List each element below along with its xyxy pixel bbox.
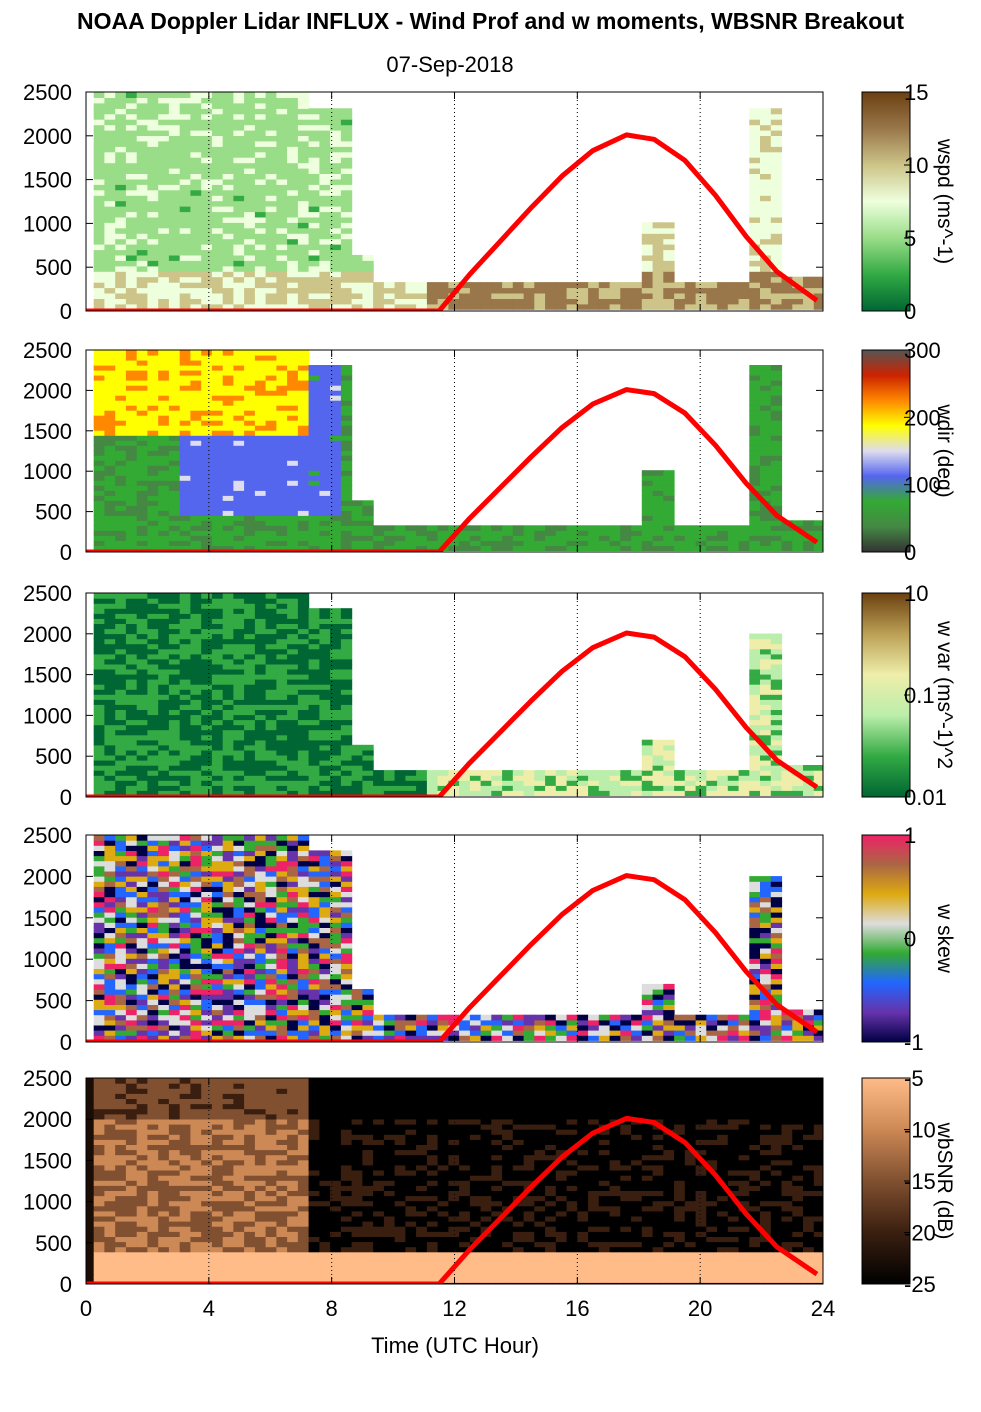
y-tick-label: 1000 <box>23 211 72 236</box>
y-tick-label: 500 <box>35 744 72 769</box>
x-axis-label: Time (UTC Hour) <box>371 1333 539 1358</box>
y-tick-label: 1500 <box>23 168 72 193</box>
colorbar-tick-label: 100 <box>904 473 941 498</box>
y-tick-label: 2500 <box>23 80 72 105</box>
sun-elevation-curve <box>86 387 819 552</box>
heatmap-cells-0 <box>93 92 823 310</box>
colorbar-label: wspd (ms^-1) <box>933 138 956 264</box>
y-tick-label: 1000 <box>23 703 72 728</box>
y-tick-label: 2500 <box>23 1066 72 1091</box>
colorbar-tick-label: -1 <box>904 1030 924 1055</box>
sun-elevation-curve <box>86 630 819 797</box>
y-tick-label: 0 <box>60 1272 72 1297</box>
sun-elevation-curve <box>86 132 819 311</box>
colorbar-tick-label: 5 <box>904 226 916 251</box>
colorbar-tick-label: 10 <box>904 153 928 178</box>
y-tick-label: 2000 <box>23 864 72 889</box>
colorbar <box>861 1077 911 1285</box>
y-tick-label: 500 <box>35 500 72 525</box>
x-tick-label: 20 <box>688 1296 712 1321</box>
x-tick-label: 12 <box>442 1296 466 1321</box>
panel-wdir: 0 500 1000 1500 2000 2500 0 100 200 300 wdir (deg) <box>23 338 956 565</box>
colorbar-label: wbSNR (dB) <box>933 1122 956 1240</box>
y-tick-label: 1000 <box>23 1190 72 1215</box>
y-tick-label: 2000 <box>23 1107 72 1132</box>
sun-elevation-curve <box>86 1115 819 1284</box>
figure-date: 07-Sep-2018 <box>386 52 514 77</box>
heatmap-cells-1 <box>93 350 823 551</box>
colorbar-tick-label: -10 <box>904 1118 936 1143</box>
colorbar-tick-label: 0 <box>904 299 916 324</box>
y-tick-label: 2000 <box>23 124 72 149</box>
y-tick-label: 2500 <box>23 338 72 363</box>
y-tick-label: 1500 <box>23 663 72 688</box>
y-tick-label: 500 <box>35 255 72 280</box>
y-tick-label: 500 <box>35 989 72 1014</box>
y-tick-label: 0 <box>60 1030 72 1055</box>
x-tick-label: 24 <box>811 1296 835 1321</box>
figure-title: NOAA Doppler Lidar INFLUX - Wind Prof an… <box>77 8 904 34</box>
y-tick-label: 1000 <box>23 459 72 484</box>
colorbar-tick-label: -15 <box>904 1169 936 1194</box>
y-tick-label: 1500 <box>23 906 72 931</box>
y-tick-label: 2500 <box>23 581 72 606</box>
panel-w-skew: 0 500 1000 1500 2000 2500 -1 0 1 w skew <box>23 823 956 1055</box>
colorbar-tick-label: -25 <box>904 1272 936 1297</box>
panel-wbSNR: 0 500 1000 1500 2000 2500 0 4 8 12 16 20 24 -25 -20 -15… <box>23 1066 956 1321</box>
colorbar <box>861 834 911 1043</box>
panel-w-var: 0 500 1000 1500 2000 2500 0.01 0.1 10w var (ms^-… <box>23 581 956 810</box>
colorbar <box>861 349 911 553</box>
colorbar <box>861 91 911 312</box>
y-tick-label: 500 <box>35 1231 72 1256</box>
y-tick-label: 1500 <box>23 419 72 444</box>
colorbar-tick-label: 0 <box>904 540 916 565</box>
colorbar-label: wdir (deg) <box>933 403 956 497</box>
y-tick-label: 2500 <box>23 823 72 848</box>
colorbar-tick-label: 10 <box>904 581 928 606</box>
colorbar-tick-label: 1 <box>904 823 916 848</box>
y-tick-label: 2000 <box>23 622 72 647</box>
heatmap-cells-2 <box>93 593 823 796</box>
x-tick-label: 0 <box>80 1296 92 1321</box>
x-tick-label: 8 <box>326 1296 338 1321</box>
heatmap-cells-4 <box>86 1078 823 1284</box>
colorbar-label: w var (ms^-1)^2 <box>933 620 956 769</box>
colorbar-label: w skew <box>933 903 956 974</box>
colorbar-tick-label: -5 <box>904 1066 924 1091</box>
x-tick-label: 16 <box>565 1296 589 1321</box>
colorbar-tick-label: 15 <box>904 80 928 105</box>
colorbar-tick-label: 300 <box>904 338 941 363</box>
sun-elevation-curve <box>86 873 819 1042</box>
colorbar-tick-label: 0 <box>904 927 916 952</box>
colorbar-tick-label: -20 <box>904 1221 936 1246</box>
y-tick-label: 0 <box>60 299 72 324</box>
panel-wspd: 0 500 1000 1500 2000 2500 0 5 10 15 wspd (ms^-1) <box>23 80 956 324</box>
colorbar <box>861 592 911 798</box>
colorbar-tick-label: 0.1 <box>904 683 935 708</box>
x-tick-label: 4 <box>203 1296 215 1321</box>
y-tick-label: 0 <box>60 785 72 810</box>
y-tick-label: 1000 <box>23 947 72 972</box>
colorbar-tick-label: 0.01 <box>904 785 947 810</box>
y-tick-label: 1500 <box>23 1148 72 1173</box>
y-tick-label: 2000 <box>23 378 72 403</box>
heatmap-cells-3 <box>93 835 823 1041</box>
y-tick-label: 0 <box>60 540 72 565</box>
colorbar-tick-label: 200 <box>904 405 941 430</box>
